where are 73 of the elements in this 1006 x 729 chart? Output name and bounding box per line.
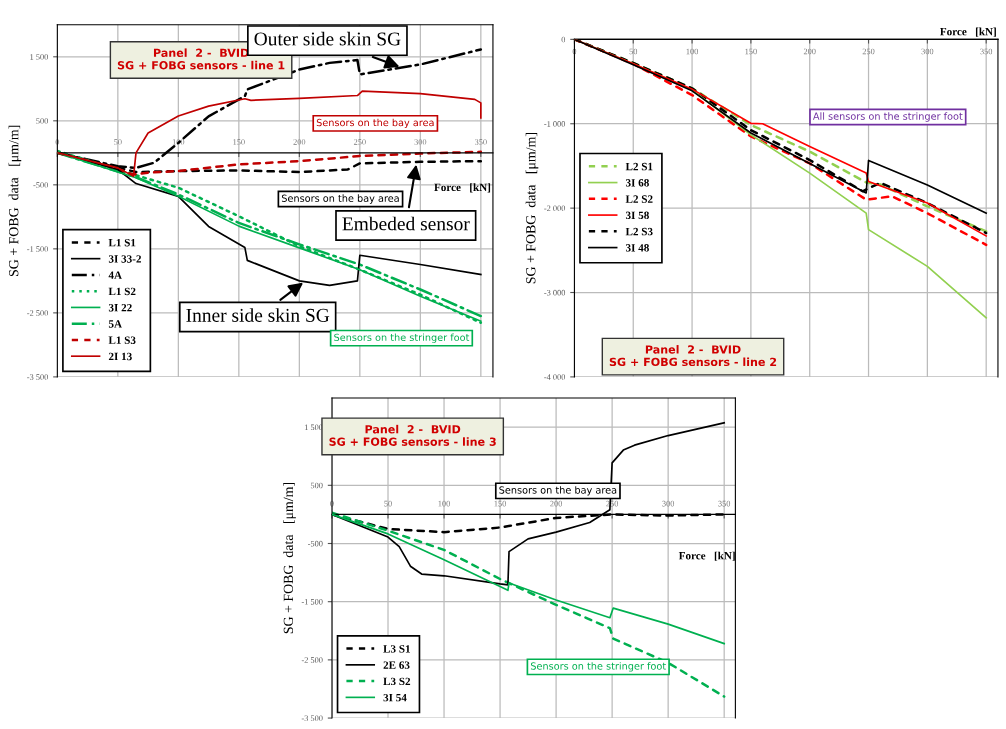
x-tick-label: 300 (662, 500, 675, 507)
y-tick-label: -500 (307, 540, 323, 547)
legend-label: 3I 54 (383, 693, 407, 702)
legend-label: L2 S3 (625, 227, 653, 236)
x-tick-label: 350 (474, 139, 487, 145)
legend-label: 3I 68 (625, 179, 649, 187)
x-tick-label: 300 (921, 48, 934, 55)
y-tick-label: -3 000 (544, 289, 566, 296)
y-tick-label: -1 000 (544, 121, 566, 127)
annotation: All sensors on the stringer foot (812, 112, 963, 122)
y-tick-label: 500 (36, 118, 48, 124)
x-tick-label: 250 (353, 139, 366, 145)
annotation: Inner side skin SG (186, 308, 330, 322)
x-tick-label: 300 (414, 139, 427, 145)
annotation: Sensors on the stringer foot (530, 662, 666, 672)
x-axis-title: Force [kN] (940, 27, 996, 37)
x-tick-label: 0 (572, 48, 577, 55)
legend-label: 3I 48 (625, 244, 649, 252)
legend-label: 3I 22 (108, 303, 132, 312)
annotation: Sensors on the bay area (281, 194, 399, 204)
x-tick-label: 50 (114, 139, 122, 145)
annotation: Sensors on the bay area (316, 118, 434, 129)
annotation: Sensors on the stringer foot (334, 333, 470, 343)
legend-label: L2 S1 (625, 162, 653, 171)
annotation: Sensors on the bay area (499, 486, 617, 496)
legend-label: L2 S2 (625, 195, 653, 203)
y-tick-label: -500 (33, 182, 48, 188)
x-tick-label: 200 (550, 500, 563, 507)
y-tick-label: -2 500 (27, 310, 48, 316)
x-tick-label: 350 (718, 500, 731, 507)
legend-label: 4A (108, 271, 122, 279)
y-tick-label: -1 500 (27, 246, 48, 252)
text: Panel 2 - BVID SG + FOBG sensors - line 3 (329, 424, 496, 446)
x-axis-title: Force [kN] (434, 183, 491, 193)
legend-label: 3I 33-2 (108, 255, 141, 263)
legend-label: L1 S1 (108, 238, 136, 247)
x-tick-label: 350 (980, 48, 993, 55)
y-tick-label: -3 500 (301, 715, 323, 722)
x-tick-label: 100 (438, 500, 450, 507)
x-tick-label: 200 (293, 139, 306, 145)
y-tick-label: -3 500 (27, 374, 48, 380)
legend-label: L1 S3 (108, 336, 136, 344)
x-tick-label: 250 (862, 48, 875, 55)
x-tick-label: 200 (803, 48, 816, 55)
legend-label: 3I 58 (625, 211, 649, 220)
legend-label: L3 S1 (383, 645, 410, 653)
legend-label: L3 S2 (383, 677, 411, 686)
legend-label: 5A (108, 320, 122, 328)
x-tick-label: 150 (745, 48, 757, 55)
text: Panel 2 - BVID SG + FOBG sensors - line 2 (609, 345, 777, 367)
y-axis-title: SG + FOBG data [μm/m] (525, 133, 539, 284)
y-tick-label: -2 500 (301, 657, 323, 663)
y-tick-label: 500 (310, 482, 323, 489)
y-axis-title: SG + FOBG data [μm/m] (8, 125, 22, 277)
y-tick-label: -2 000 (544, 205, 566, 212)
y-tick-label: -1 500 (301, 599, 323, 605)
x-tick-label: 0 (330, 500, 334, 507)
annotation: Outer side skin SG (254, 31, 401, 46)
x-tick-label: 150 (494, 500, 506, 507)
y-tick-label: 0 (561, 36, 566, 43)
legend-label: 2I 13 (108, 352, 132, 361)
x-tick-label: 50 (384, 500, 392, 507)
x-tick-label: 150 (233, 139, 245, 145)
x-tick-label: 100 (686, 48, 698, 55)
x-tick-label: 0 (55, 139, 60, 145)
x-axis-title: Force [kN] (678, 551, 735, 561)
x-tick-label: 50 (629, 48, 638, 55)
y-tick-label: 1 500 (30, 54, 48, 60)
legend-label: L1 S2 (108, 287, 136, 296)
y-tick-label: -4 000 (544, 374, 566, 380)
y-axis-title: SG + FOBG data [μm/m] (283, 482, 296, 634)
legend-label: 2E 63 (383, 661, 410, 669)
annotation: Embeded sensor (342, 216, 470, 231)
